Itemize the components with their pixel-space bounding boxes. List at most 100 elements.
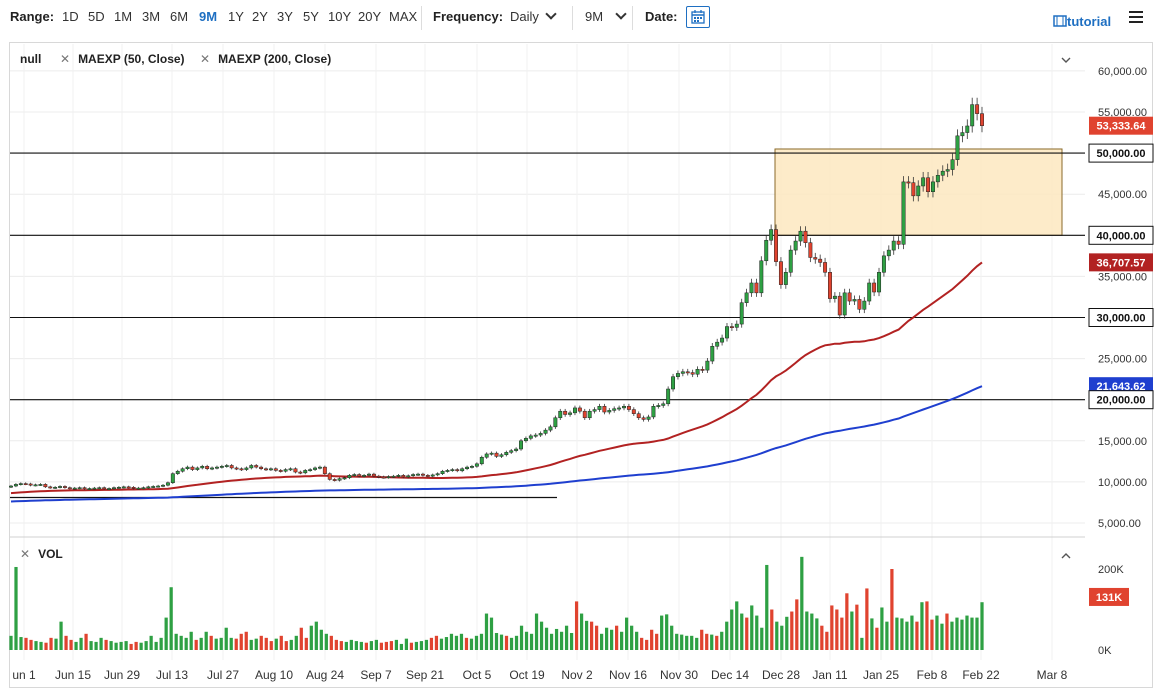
x-tick-label: Aug 24 [306,668,344,682]
volume-bar [740,613,744,650]
candle [205,466,210,469]
volume-bar [299,627,303,650]
candle [778,261,783,285]
candle [303,470,308,474]
candle [832,295,837,299]
collapse-icon[interactable] [1061,57,1071,63]
volume-bar [489,617,494,650]
date-label: Date: [645,9,678,24]
volume-bar [730,609,734,650]
candle [651,406,656,418]
volume-bar [244,631,248,650]
range-button-5y[interactable]: 5Y [303,9,319,24]
volume-bar [44,642,48,650]
candle [622,406,626,409]
volume-bar [845,593,849,650]
candle [769,229,774,241]
candle [180,468,185,472]
candle [543,429,548,434]
candle [582,410,587,419]
range-button-max[interactable]: MAX [389,9,418,24]
candle [891,240,896,251]
price-badge-label: 50,000.00 [1097,148,1146,160]
candle [759,260,764,294]
volume-bar [705,633,709,650]
volume-bar [269,641,273,650]
candle [793,240,798,251]
volume-bar [349,639,353,650]
date-picker-button[interactable] [686,6,710,28]
range-button-3y[interactable]: 3Y [277,9,293,24]
range-button-9m[interactable]: 9M [199,9,218,24]
candle [107,488,112,490]
candle [754,282,759,294]
volume-bar [439,638,444,650]
candle [185,466,190,469]
candle [308,469,313,472]
range-button-3m[interactable]: 3M [142,9,161,24]
candle [249,465,254,469]
volume-bar [284,641,288,650]
x-tick-label: un 1 [12,668,36,682]
volume-badge-label: 131K [1096,592,1122,604]
range-button-1d[interactable]: 1D [62,9,79,24]
volume-bar [715,635,719,650]
candle [896,240,901,245]
tutorial-label: tutorial [1067,14,1112,29]
volume-bar [830,605,834,650]
candle [749,282,754,294]
menu-icon[interactable] [1129,11,1143,23]
volume-bar [374,639,378,650]
candle [842,292,847,316]
frequency-dropdown[interactable]: Daily [510,8,557,24]
candle [931,181,935,192]
volume-bar [790,611,794,650]
candle [837,295,842,316]
volume-bar [860,637,864,650]
x-tick-label: Aug 10 [255,668,293,682]
volume-bar [114,642,118,650]
x-tick-label: Jul 27 [207,668,239,682]
volume-bar [970,617,974,650]
candle [803,230,808,243]
candle [489,452,494,455]
range-button-1y[interactable]: 1Y [228,9,244,24]
volume-bar [660,615,664,650]
candle [828,272,832,299]
candle [332,479,337,481]
candle [435,473,440,476]
candle [121,486,126,489]
range-button-2y[interactable]: 2Y [252,9,268,24]
expand-icon[interactable] [1061,553,1071,559]
candle [396,475,401,477]
candle [911,182,916,197]
candle [661,403,666,406]
tutorial-link[interactable]: tutorial [1053,14,1111,29]
range-button-10y[interactable]: 10Y [328,9,352,24]
volume-bar [199,637,203,650]
candle [528,435,533,439]
range-button-6m[interactable]: 6M [170,9,189,24]
volume-bar [434,635,439,650]
close-icon[interactable]: ✕ [60,52,71,66]
candle [313,467,318,470]
candle [386,476,391,479]
x-tick-label: Dec 14 [711,668,749,682]
range-button-20y[interactable]: 20Y [358,9,382,24]
range-button-5d[interactable]: 5D [88,9,105,24]
volume-bar [379,642,383,650]
close-icon[interactable]: ✕ [20,547,31,561]
candle [357,474,362,477]
candle [729,326,734,328]
candle [254,465,259,468]
close-icon[interactable]: ✕ [200,52,211,66]
range-button-1m[interactable]: 1M [114,9,133,24]
candle [425,475,430,477]
volume-bar [289,639,293,650]
volume-bar [564,625,569,650]
volume-bar [534,613,539,650]
vol-tick-label: 0K [1098,645,1112,657]
period-dropdown[interactable]: 9M [585,8,627,24]
candle [317,466,322,469]
